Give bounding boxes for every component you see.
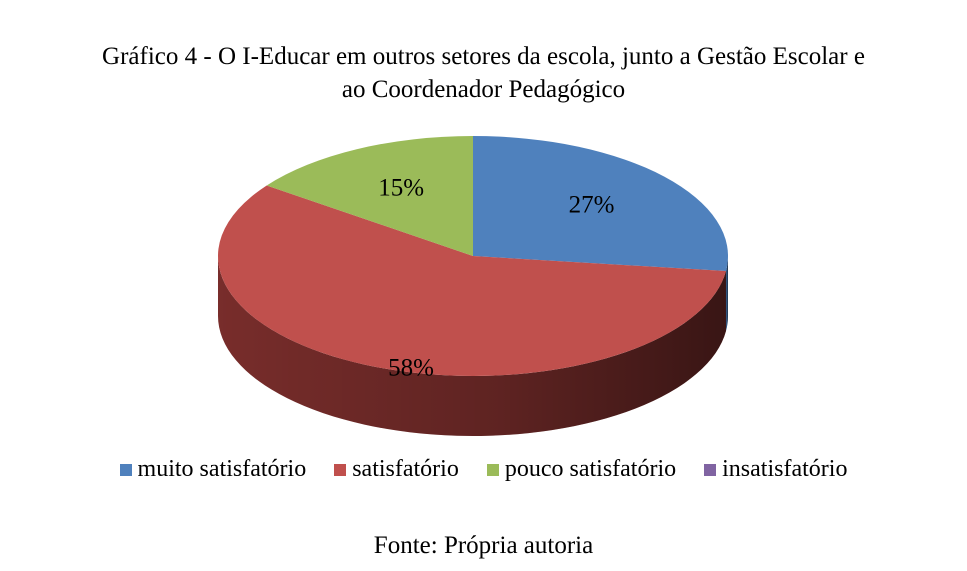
legend-swatch-pouco-satisfatorio: [486, 463, 499, 476]
legend: muito satisfatório satisfatório pouco sa…: [0, 456, 967, 483]
chart-title-line-1: Gráfico 4 - O I-Educar em outros setores…: [102, 43, 865, 70]
legend-swatch-satisfatorio: [334, 463, 347, 476]
legend-label-satisfatorio: satisfatório: [352, 456, 459, 482]
pie-side-shade-satisfatorio: [218, 256, 726, 437]
pie-slice-pouco-satisfatorio: [266, 136, 473, 256]
pie-slice-satisfatorio: [218, 185, 726, 376]
pie-data-labels: 27% 58% 15%: [378, 174, 614, 381]
pie-sides: [218, 256, 728, 437]
data-label-pouco-satisfatorio: 15%: [378, 174, 424, 201]
chart-title-line-2: ao Coordenador Pedagógico: [341, 76, 626, 103]
data-label-satisfatorio: 58%: [388, 354, 434, 381]
pie-slice-muito-satisfatorio: [473, 136, 728, 272]
chart-title: Gráfico 4 - O I-Educar em outros setores…: [0, 40, 967, 106]
legend-label-muito-satisfatorio: muito satisfatório: [137, 456, 307, 482]
legend-swatch-insatisfatorio: [704, 463, 717, 476]
source-note: Fonte: Própria autoria: [373, 532, 594, 559]
legend-label-insatisfatorio: insatisfatório: [722, 456, 848, 482]
pie-side-shade-muito-satisfatorio: [725, 256, 728, 332]
legend-item-satisfatorio: satisfatório: [334, 456, 459, 483]
legend-item-insatisfatorio: insatisfatório: [704, 456, 847, 483]
legend-item-muito-satisfatorio: muito satisfatório: [119, 456, 307, 483]
legend-label-pouco-satisfatorio: pouco satisfatório: [504, 456, 677, 482]
pie-slices: [218, 136, 728, 376]
data-label-muito-satisfatorio: 27%: [569, 192, 615, 219]
legend-item-pouco-satisfatorio: pouco satisfatório: [486, 456, 677, 483]
legend-swatch-muito-satisfatorio: [119, 463, 132, 476]
